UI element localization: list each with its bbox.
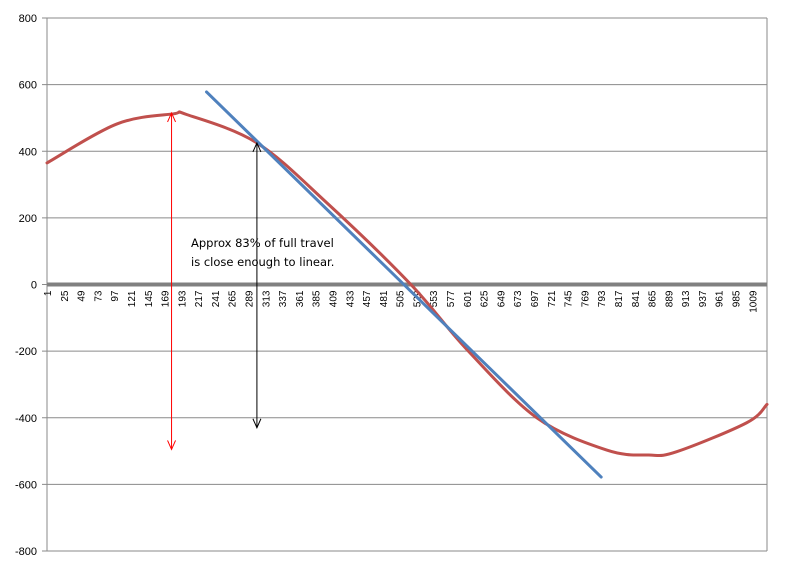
x-tick-label-12: 289 (245, 290, 256, 307)
x-tick-label-34: 817 (614, 290, 625, 307)
x-tick-label-36: 865 (648, 290, 659, 307)
x-tick-label-32: 769 (580, 290, 591, 307)
x-tick-label-42: 1009 (748, 290, 759, 313)
x-tick-label-30: 721 (547, 290, 558, 307)
x-tick-label-37: 889 (664, 290, 675, 307)
x-tick-label-27: 649 (496, 290, 507, 307)
x-tick-label-38: 913 (681, 290, 692, 307)
x-tick-label-29: 697 (530, 290, 541, 307)
x-axis-labels: 1 25 49 73 97 121 145 169 193 217 241 265 289 313 337 3… (43, 290, 759, 313)
x-tick-label-19: 457 (362, 290, 373, 307)
series-lines (45, 90, 769, 479)
x-tick-label-10: 241 (211, 290, 222, 307)
annotation-arrows (167, 111, 262, 451)
series-line-1 (205, 90, 603, 479)
x-tick-label-11: 265 (228, 290, 239, 307)
y-tick-label-3: 200 (19, 213, 37, 225)
x-tick-label-24: 577 (446, 290, 457, 307)
x-tick-label-25: 601 (463, 290, 474, 307)
x-tick-label-6: 145 (144, 290, 155, 307)
x-tick-label-31: 745 (564, 290, 575, 307)
y-tick-label-1: 600 (19, 80, 37, 92)
y-tick-label-0: 800 (19, 13, 37, 25)
arrow-red-head-top (167, 111, 177, 123)
x-tick-label-7: 169 (161, 290, 172, 307)
x-tick-label-15: 361 (295, 290, 306, 307)
x-tick-label-4: 97 (110, 290, 121, 302)
annotation-text-line-1: Approx 83% of full travel (191, 236, 334, 250)
x-tick-label-5: 121 (127, 290, 138, 307)
gridlines (42, 17, 768, 552)
x-tick-label-26: 625 (480, 290, 491, 307)
x-tick-label-39: 937 (698, 290, 709, 307)
series-line-0 (45, 110, 769, 458)
x-tick-label-23: 553 (429, 290, 440, 307)
x-tick-label-2: 49 (77, 290, 88, 302)
x-tick-label-33: 793 (597, 290, 608, 307)
x-tick-label-35: 841 (631, 290, 642, 307)
arrow-black-head-top (252, 141, 262, 153)
arrow-red-head-bottom (167, 440, 177, 451)
y-tick-label-8: -800 (15, 546, 37, 558)
y-tick-label-2: 400 (19, 146, 37, 158)
y-axis-labels: 800 600 400 200 0 -200 -400 -600 -800 (15, 13, 37, 558)
y-tick-label-6: -400 (15, 413, 37, 425)
x-tick-label-13: 313 (261, 290, 272, 307)
x-tick-label-16: 385 (312, 290, 323, 307)
x-tick-label-21: 505 (396, 290, 407, 307)
y-tick-label-7: -600 (15, 479, 37, 491)
x-tick-label-1: 25 (60, 290, 71, 302)
y-tick-label-5: -200 (15, 346, 37, 358)
arrow-black-head-bottom (252, 418, 262, 429)
x-tick-label-17: 409 (328, 290, 339, 307)
x-tick-label-14: 337 (278, 290, 289, 307)
x-tick-label-41: 985 (732, 290, 743, 307)
x-tick-label-8: 193 (177, 290, 188, 307)
x-tick-label-0: 1 (43, 290, 54, 296)
x-tick-label-18: 433 (345, 290, 356, 307)
x-tick-label-40: 961 (715, 290, 726, 307)
x-tick-label-9: 217 (194, 290, 205, 307)
x-tick-label-28: 673 (513, 290, 524, 307)
x-tick-label-3: 73 (93, 290, 104, 302)
annotation-text-line-2: is close enough to linear. (191, 255, 334, 269)
x-tick-label-20: 481 (379, 290, 390, 307)
y-tick-label-4: 0 (31, 280, 37, 292)
